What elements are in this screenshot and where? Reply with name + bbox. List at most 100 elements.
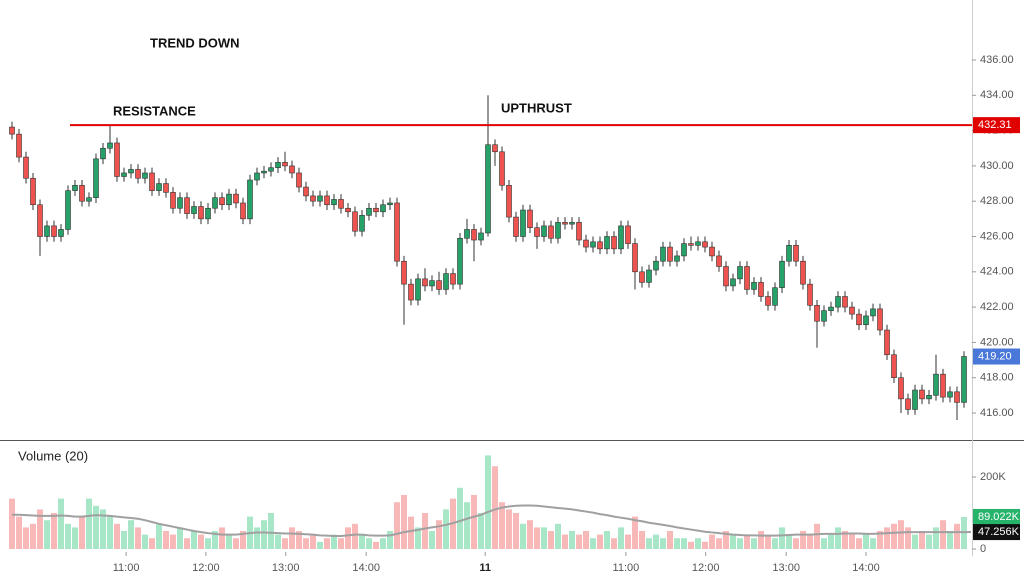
volume-bar bbox=[828, 534, 834, 549]
volume-bar bbox=[891, 523, 897, 549]
volume-bar bbox=[681, 538, 687, 549]
volume-bar bbox=[471, 495, 477, 549]
volume-bar bbox=[394, 502, 400, 549]
y-tick-label: 430.00 bbox=[980, 160, 1014, 172]
candle-body bbox=[429, 280, 435, 287]
candle-body bbox=[884, 329, 890, 356]
candle-body bbox=[100, 147, 106, 160]
candle-body bbox=[275, 162, 281, 168]
y-tick-label: 418.00 bbox=[980, 372, 1014, 384]
volume-bar bbox=[464, 502, 470, 549]
candle-body bbox=[163, 183, 169, 193]
last-volume-label: 89.022K bbox=[978, 511, 1020, 523]
volume-bar bbox=[702, 541, 708, 549]
volume-bar bbox=[44, 520, 50, 549]
candle-body bbox=[947, 391, 953, 398]
volume-bar bbox=[576, 534, 582, 549]
volume-bar bbox=[478, 513, 484, 549]
x-tick-label: 13:00 bbox=[772, 562, 800, 574]
volume-bar bbox=[331, 534, 337, 549]
candle-body bbox=[401, 260, 407, 285]
x-tick-label: 14:00 bbox=[352, 562, 380, 574]
candle-body bbox=[828, 306, 834, 311]
candle-body bbox=[387, 202, 393, 206]
candle-body bbox=[128, 169, 134, 174]
volume-bar bbox=[163, 531, 169, 549]
volume-bar bbox=[660, 538, 666, 549]
candle-body bbox=[898, 377, 904, 400]
candle-body bbox=[212, 197, 218, 209]
volume-bar bbox=[940, 520, 946, 549]
candle-body bbox=[492, 144, 498, 153]
candle-body bbox=[485, 144, 491, 234]
candle-body bbox=[954, 391, 960, 403]
candle-body bbox=[499, 151, 505, 186]
x-tick-label: 11 bbox=[479, 562, 491, 574]
volume-bar bbox=[933, 527, 939, 549]
volume-bar bbox=[310, 534, 316, 549]
volume-bar bbox=[954, 523, 960, 549]
candle-body bbox=[324, 195, 330, 206]
candle-body bbox=[695, 241, 701, 246]
candle-body bbox=[527, 209, 533, 228]
volume-bar bbox=[149, 538, 155, 549]
x-tick-label: 13:00 bbox=[272, 562, 300, 574]
candle-body bbox=[450, 273, 456, 285]
candle-body bbox=[226, 193, 232, 206]
last-close-label-box bbox=[973, 348, 1020, 365]
volume-bar bbox=[16, 516, 22, 549]
volume-bar bbox=[639, 531, 645, 549]
volume-bar bbox=[807, 534, 813, 549]
candle-body bbox=[107, 142, 113, 149]
volume-bar bbox=[499, 502, 505, 549]
volume-bar bbox=[317, 541, 323, 549]
volume-bar bbox=[814, 523, 820, 549]
y-tick-label: 428.00 bbox=[980, 195, 1014, 207]
candle-body bbox=[856, 313, 862, 326]
candle-body bbox=[688, 243, 694, 246]
candle-body bbox=[471, 229, 477, 241]
candle-body bbox=[681, 243, 687, 257]
candle-body bbox=[58, 229, 64, 237]
volume-bar bbox=[65, 523, 71, 549]
volume-bar bbox=[240, 531, 246, 549]
candle-body bbox=[366, 207, 372, 216]
candle-body bbox=[863, 315, 869, 326]
volume-bar bbox=[856, 538, 862, 549]
volume-bar bbox=[282, 538, 288, 549]
volume-bar bbox=[947, 531, 953, 549]
last-ma-label-box bbox=[973, 524, 1020, 541]
volume-bar bbox=[884, 527, 890, 549]
candle-body bbox=[765, 296, 771, 306]
volume-bar bbox=[254, 527, 260, 549]
candle-body bbox=[583, 239, 589, 248]
volume-bar bbox=[37, 509, 43, 549]
volume-bar bbox=[58, 498, 64, 549]
candle-body bbox=[268, 167, 274, 172]
x-tick-label: 11:00 bbox=[613, 562, 640, 574]
volume-bar bbox=[422, 513, 428, 549]
candle-body bbox=[30, 177, 36, 206]
candle-body bbox=[842, 296, 848, 308]
volume-bar bbox=[135, 527, 141, 549]
volume-bar bbox=[877, 531, 883, 549]
volume-bar bbox=[289, 527, 295, 549]
candle-body bbox=[912, 389, 918, 410]
x-tick-label: 12:00 bbox=[692, 562, 720, 574]
volume-bar bbox=[863, 534, 869, 549]
candle-body bbox=[23, 156, 29, 179]
volume-bar bbox=[625, 534, 631, 549]
volume-bar bbox=[198, 534, 204, 549]
volume-bar bbox=[919, 531, 925, 549]
candle-body bbox=[625, 225, 631, 244]
candle-body bbox=[380, 204, 386, 213]
candle-body bbox=[933, 373, 939, 396]
candle-body bbox=[254, 172, 260, 181]
candle-body bbox=[282, 162, 288, 167]
candle-body bbox=[296, 172, 302, 188]
last-close-label: 419.20 bbox=[978, 350, 1012, 362]
y-tick-label: 426.00 bbox=[980, 230, 1014, 242]
volume-bar bbox=[296, 531, 302, 549]
volume-bar bbox=[30, 523, 36, 549]
candle-body bbox=[373, 207, 379, 213]
